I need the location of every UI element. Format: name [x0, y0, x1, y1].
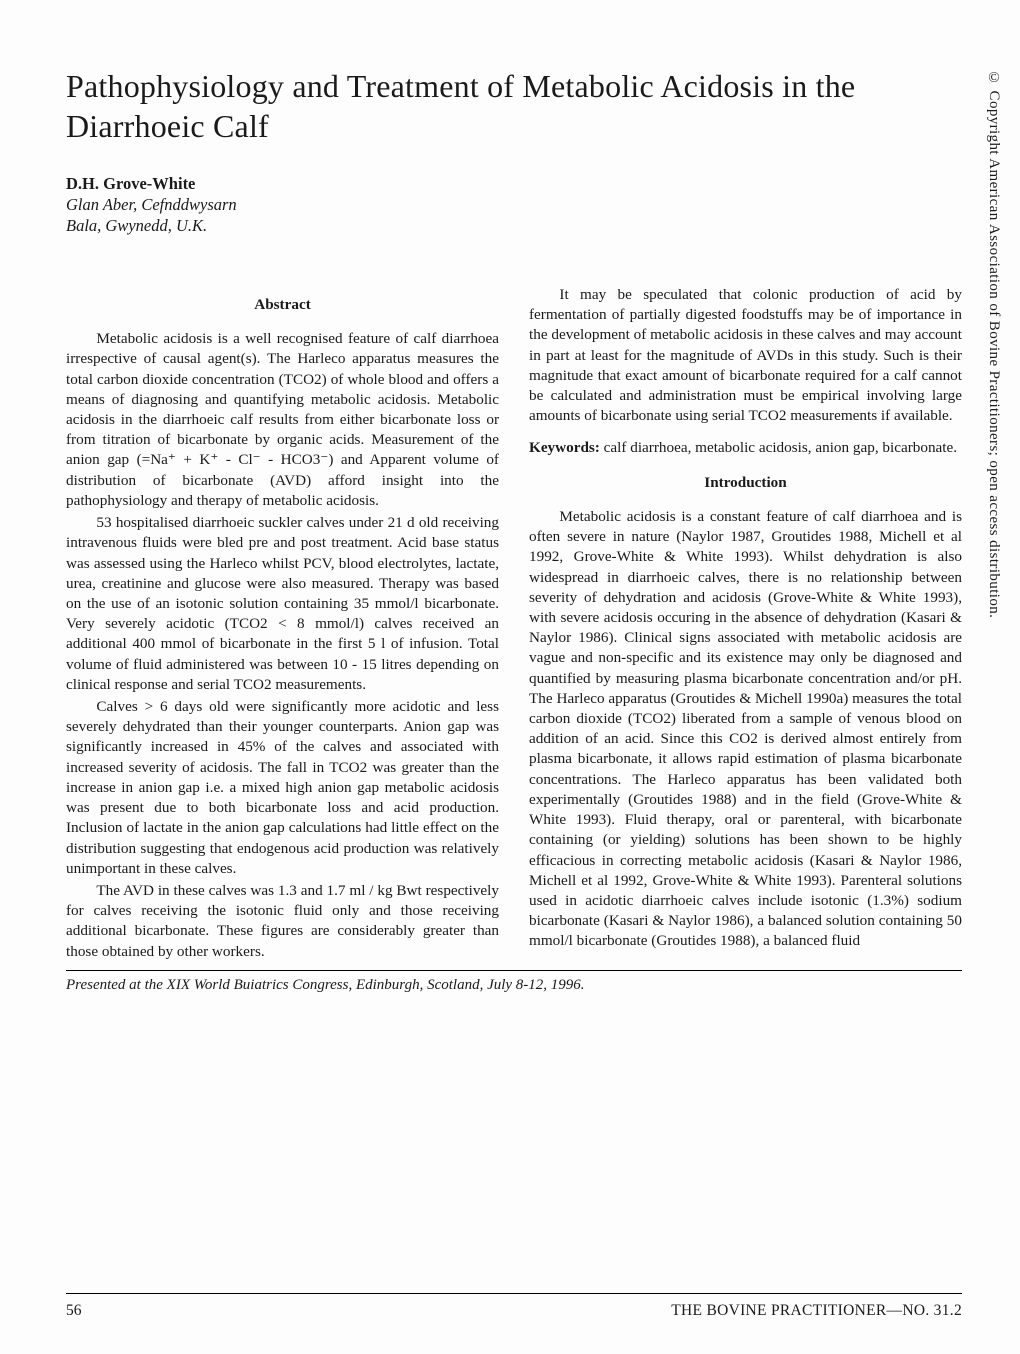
author-affiliation-line2: Bala, Gwynedd, U.K.	[66, 215, 962, 236]
abstract-heading: Abstract	[66, 295, 499, 315]
author-affiliation-line1: Glan Aber, Cefnddwysarn	[66, 194, 962, 215]
horizontal-rule-top	[66, 970, 962, 971]
abstract-para-3: Calves > 6 days old were significantly m…	[66, 697, 499, 879]
author-name: D.H. Grove-White	[66, 174, 962, 194]
keywords-text: calf diarrhoea, metabolic acidosis, anio…	[600, 439, 957, 456]
footer-row: 56 THE BOVINE PRACTITIONER—NO. 31.2	[66, 1302, 962, 1320]
introduction-heading: Introduction	[529, 473, 962, 493]
abstract-para-1: Metabolic acidosis is a well recognised …	[66, 329, 499, 511]
page: © Copyright American Association of Bovi…	[0, 0, 1020, 1354]
abstract-para-2: 53 hospitalised diarrhoeic suckler calve…	[66, 513, 499, 695]
page-number: 56	[66, 1302, 82, 1320]
abstract-para-5: It may be speculated that colonic produc…	[529, 285, 962, 427]
keywords-line: Keywords: calf diarrhoea, metabolic acid…	[529, 438, 962, 458]
keywords-label: Keywords:	[529, 439, 600, 456]
presented-note: Presented at the XIX World Buiatrics Con…	[66, 977, 962, 994]
introduction-para-1: Metabolic acidosis is a constant feature…	[529, 507, 962, 952]
journal-name: THE BOVINE PRACTITIONER—NO. 31.2	[671, 1302, 962, 1320]
vertical-copyright: © Copyright American Association of Bovi…	[985, 70, 1002, 618]
page-footer: 56 THE BOVINE PRACTITIONER—NO. 31.2	[66, 1285, 962, 1320]
article-title: Pathophysiology and Treatment of Metabol…	[66, 66, 962, 146]
author-block: D.H. Grove-White Glan Aber, Cefnddwysarn…	[66, 174, 962, 237]
body-columns: Abstract Metabolic acidosis is a well re…	[66, 285, 962, 962]
abstract-para-4: The AVD in these calves was 1.3 and 1.7 …	[66, 881, 499, 962]
footer-rule	[66, 1293, 962, 1294]
